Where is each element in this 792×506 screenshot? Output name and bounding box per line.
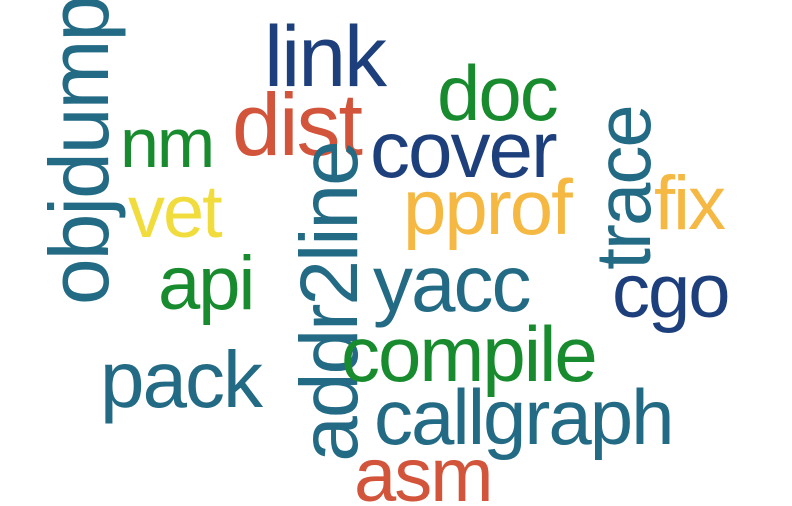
word-doc: doc <box>437 49 559 137</box>
word-pprof: pprof <box>403 163 573 251</box>
word-yacc: yacc <box>373 239 531 328</box>
word-fix: fix <box>654 161 726 246</box>
word-link: link <box>264 9 387 105</box>
word-asm: asm <box>354 433 494 506</box>
word-dist: dist <box>232 75 363 174</box>
word-objdump: objdump <box>32 0 126 305</box>
word-cgo: cgo <box>612 249 731 334</box>
word-compile: compile <box>341 310 598 398</box>
word-addr2line: addr2line <box>284 142 375 462</box>
word-pack: pack <box>100 335 263 424</box>
word-cover: cover <box>370 105 558 194</box>
word-callgraph: callgraph <box>374 373 675 461</box>
word-vet: vet <box>128 170 223 253</box>
word-api: api <box>158 241 255 326</box>
word-nm: nm <box>120 104 215 182</box>
